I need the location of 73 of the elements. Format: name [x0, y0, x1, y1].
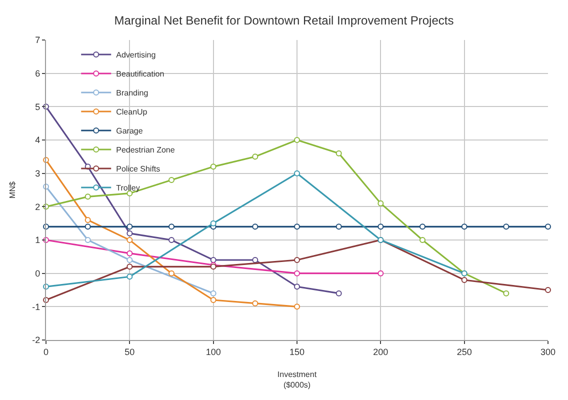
x-axis-title: Investment ($000s): [277, 370, 318, 390]
y-tick-label: 7: [35, 35, 40, 46]
x-tick-label: 250: [456, 346, 472, 357]
point: [420, 237, 426, 243]
point: [168, 270, 174, 276]
x-tick-label: 0: [43, 346, 49, 357]
legend-label: Trolley: [116, 184, 140, 193]
point: [126, 230, 133, 236]
legend-label: Advertising: [116, 50, 156, 60]
point: [378, 270, 384, 276]
point: [252, 224, 258, 230]
legend-label: Police Shifts: [116, 164, 160, 174]
point: [84, 217, 91, 223]
point: [545, 287, 551, 293]
point: [294, 170, 300, 176]
x-tick-label: 300: [540, 346, 556, 357]
y-tick-label: 5: [35, 102, 40, 112]
point: [294, 284, 300, 290]
point: [294, 224, 300, 230]
point: [252, 257, 258, 263]
legend-label: Pedestrian Zone: [116, 146, 176, 155]
point: [126, 250, 133, 256]
y-tick-label: 4: [35, 135, 40, 146]
point: [378, 224, 384, 230]
y-tick-label: -1: [32, 302, 40, 312]
point: [126, 257, 133, 263]
point: [294, 257, 300, 263]
point: [294, 304, 300, 310]
point: [545, 224, 551, 230]
point: [210, 164, 216, 170]
point: [126, 237, 133, 243]
x-tick-label: 50: [124, 346, 135, 357]
point: [126, 264, 133, 270]
y-tick-label: 2: [35, 202, 40, 212]
y-tick-label: -2: [32, 335, 40, 346]
point: [336, 150, 342, 156]
point: [378, 200, 384, 206]
legend-label: Garage: [116, 126, 144, 136]
chart-title: Marginal Net Benefit for Downtown Retail Improvement Projects: [114, 13, 454, 28]
point: [503, 290, 510, 296]
x-tick-label: 200: [373, 346, 388, 357]
point: [210, 257, 216, 263]
point: [210, 220, 216, 226]
point: [294, 270, 300, 276]
y-tick-label: 1: [35, 235, 40, 246]
point: [210, 297, 216, 303]
point: [210, 290, 216, 296]
point: [84, 237, 91, 243]
point: [168, 237, 174, 243]
y-tick-label: 6: [35, 68, 40, 78]
point: [126, 224, 133, 230]
point: [336, 224, 342, 230]
x-tick-label: 100: [206, 346, 221, 357]
y-tick-label: 0: [35, 268, 40, 278]
legend-label: Beautification: [116, 70, 164, 79]
y-tick-label: 3: [35, 168, 40, 178]
point: [461, 224, 468, 230]
point: [84, 224, 91, 230]
point: [294, 137, 300, 143]
point: [168, 177, 174, 183]
x-tick-label: 150: [289, 346, 305, 357]
point: [503, 224, 510, 230]
point: [252, 154, 258, 160]
point: [420, 224, 426, 230]
point: [336, 290, 342, 296]
y-axis-title: MN$: [8, 181, 17, 198]
point: [461, 277, 468, 283]
legend-label: Branding: [116, 88, 148, 98]
legend-label: CleanUp: [116, 108, 148, 117]
point: [84, 194, 91, 200]
point: [252, 300, 258, 306]
point: [126, 274, 133, 280]
point: [168, 224, 174, 230]
